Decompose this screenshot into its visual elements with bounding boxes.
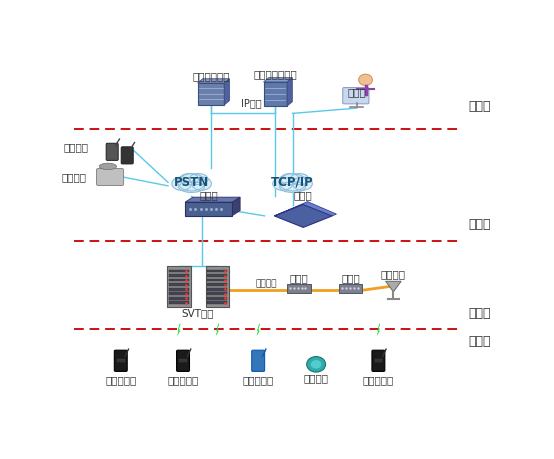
FancyBboxPatch shape [168,301,189,304]
Polygon shape [287,78,293,106]
FancyBboxPatch shape [168,283,189,286]
Ellipse shape [280,182,305,192]
Ellipse shape [189,174,208,185]
Circle shape [358,74,372,85]
FancyBboxPatch shape [168,288,189,291]
Text: 防爆对讲机: 防爆对讲机 [105,375,136,385]
Text: 承载层: 承载层 [468,218,490,231]
FancyBboxPatch shape [375,359,382,362]
FancyBboxPatch shape [286,284,311,293]
Text: PSTN: PSTN [174,176,209,189]
Text: 巡更信标: 巡更信标 [304,374,329,383]
Text: 终端层: 终端层 [468,335,490,348]
FancyBboxPatch shape [207,292,228,295]
FancyBboxPatch shape [198,83,224,105]
Ellipse shape [279,174,306,191]
FancyBboxPatch shape [264,82,287,106]
FancyBboxPatch shape [179,359,187,362]
FancyBboxPatch shape [207,297,228,300]
FancyBboxPatch shape [372,350,385,371]
Ellipse shape [192,177,212,190]
FancyBboxPatch shape [207,301,228,304]
Text: 近端机: 近端机 [290,273,309,283]
FancyBboxPatch shape [168,269,189,273]
Ellipse shape [99,163,116,169]
Ellipse shape [179,182,204,192]
Circle shape [310,360,322,369]
FancyBboxPatch shape [106,143,118,160]
Ellipse shape [172,177,192,190]
Polygon shape [274,202,336,216]
FancyBboxPatch shape [167,266,191,307]
Polygon shape [264,78,293,82]
FancyBboxPatch shape [338,284,362,292]
Text: 远端机: 远端机 [341,273,360,283]
Text: 固定电话: 固定电话 [61,172,86,182]
Text: 应用层: 应用层 [468,100,490,113]
Circle shape [307,357,326,372]
FancyBboxPatch shape [207,269,228,273]
Polygon shape [224,79,229,105]
FancyBboxPatch shape [168,279,189,281]
FancyBboxPatch shape [343,88,369,104]
FancyBboxPatch shape [117,359,125,362]
Polygon shape [185,197,240,202]
Polygon shape [257,324,260,336]
FancyBboxPatch shape [114,350,127,371]
Text: 模拟对讲: 模拟对讲 [64,142,89,152]
Polygon shape [377,324,380,336]
Text: 覆盖层: 覆盖层 [468,307,490,319]
Text: 交换机: 交换机 [199,190,218,200]
FancyBboxPatch shape [207,274,228,277]
Text: SVT基站: SVT基站 [182,308,214,318]
FancyBboxPatch shape [177,350,189,371]
Text: 数据交换服务器: 数据交换服务器 [254,69,297,79]
Text: 防爆对讲机: 防爆对讲机 [167,375,199,385]
Ellipse shape [178,174,205,191]
FancyBboxPatch shape [121,147,133,164]
FancyBboxPatch shape [96,168,124,185]
Text: TCP/IP: TCP/IP [271,176,314,189]
Polygon shape [233,197,240,216]
Ellipse shape [273,177,293,190]
Text: 光纤链路: 光纤链路 [255,279,277,288]
FancyBboxPatch shape [168,297,189,300]
Text: 巡更对讲机: 巡更对讲机 [243,375,274,385]
Ellipse shape [293,177,312,190]
Text: 路由器: 路由器 [294,190,312,201]
Text: IP链路: IP链路 [242,98,262,108]
FancyBboxPatch shape [207,283,228,286]
FancyBboxPatch shape [168,274,189,277]
Polygon shape [198,79,229,83]
Text: 融合通信网关: 融合通信网关 [192,71,230,81]
FancyBboxPatch shape [206,266,229,307]
Ellipse shape [290,174,309,185]
Text: 防爆对讲机: 防爆对讲机 [363,375,394,385]
Polygon shape [274,204,332,227]
Ellipse shape [281,174,299,185]
Polygon shape [386,281,401,292]
Polygon shape [216,324,219,336]
Text: 室内天线: 室内天线 [381,269,406,279]
FancyBboxPatch shape [207,279,228,281]
FancyBboxPatch shape [185,202,233,216]
Ellipse shape [179,174,198,185]
Text: 调度台: 调度台 [347,87,366,97]
FancyBboxPatch shape [207,288,228,291]
Polygon shape [177,324,180,336]
FancyBboxPatch shape [168,292,189,295]
FancyBboxPatch shape [252,350,265,371]
